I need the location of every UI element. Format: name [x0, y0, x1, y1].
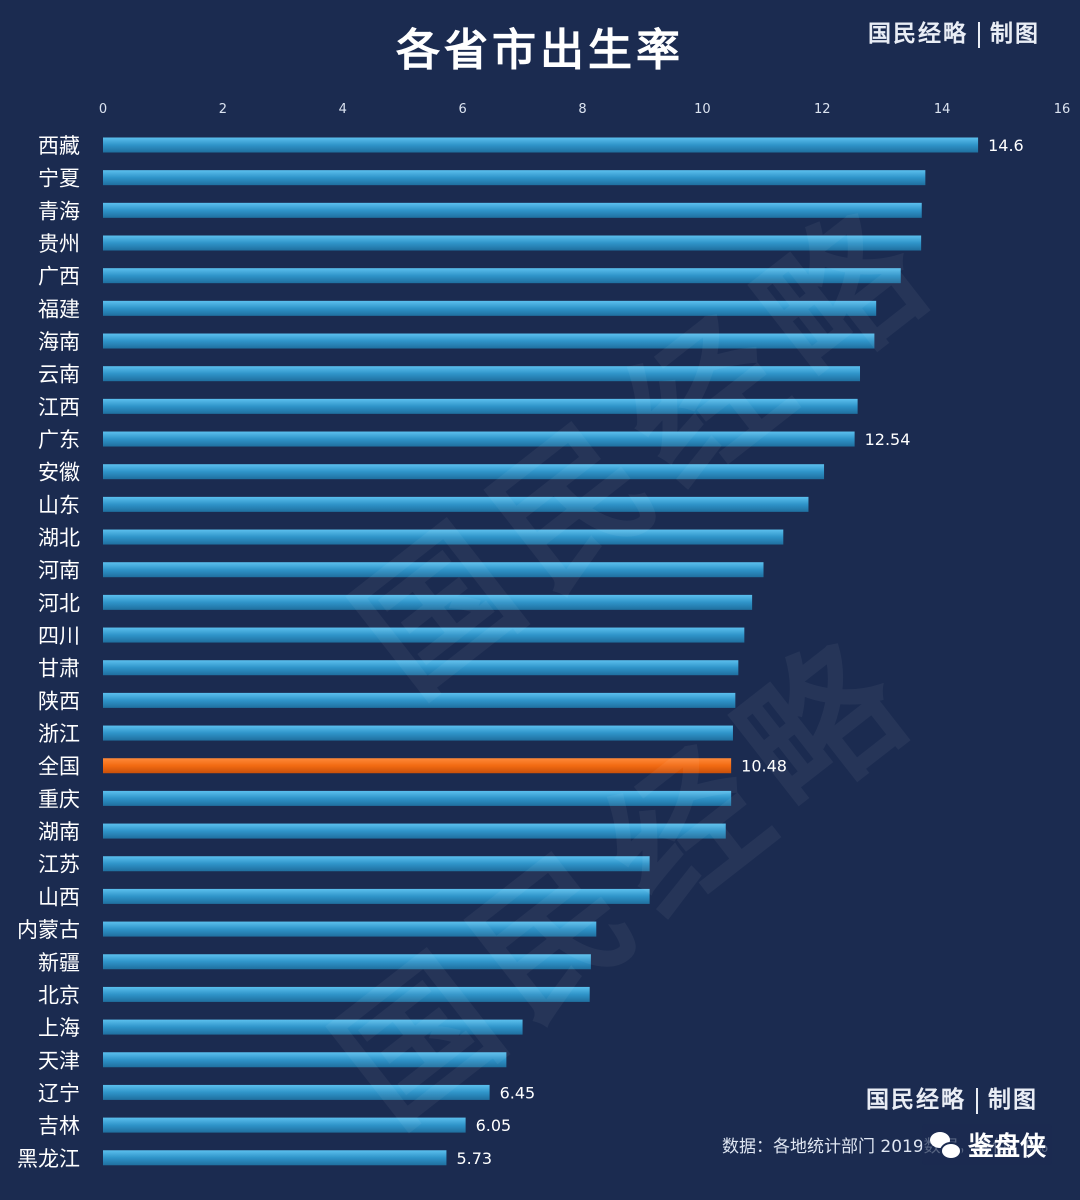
bar: [103, 398, 858, 414]
category-label: 湖北: [38, 526, 80, 550]
data-label: 10.48: [741, 757, 787, 776]
category-label: 宁夏: [38, 167, 80, 191]
chart-title: 各省市出生率: [396, 25, 684, 76]
bar: [103, 464, 825, 480]
x-tick-label: 14: [934, 102, 951, 117]
category-label: 全国: [38, 755, 80, 779]
category-label: 北京: [38, 983, 80, 1007]
category-label: 福建: [38, 297, 80, 321]
bar: [103, 366, 861, 382]
data-label: 6.45: [500, 1083, 536, 1102]
bar-highlight: [103, 758, 732, 774]
category-label: 四川: [38, 624, 80, 648]
category-label: 重庆: [38, 787, 80, 811]
category-label: 辽宁: [38, 1081, 80, 1105]
bar: [103, 888, 650, 904]
brand-suffix: 制图: [988, 1086, 1038, 1113]
bar: [103, 202, 922, 218]
bar: [103, 1117, 466, 1133]
category-label: 青海: [38, 199, 80, 223]
x-tick-label: 12: [814, 102, 831, 117]
x-tick-label: 6: [458, 102, 466, 117]
data-label: 5.73: [456, 1149, 492, 1168]
bar: [103, 300, 877, 316]
wechat-account: 鉴盘侠: [968, 1132, 1047, 1162]
brand-credit-bottom: 国民经略 制图: [866, 1080, 1038, 1114]
x-tick-label: 2: [219, 102, 227, 117]
category-label: 上海: [38, 1016, 80, 1040]
category-label: 甘肃: [38, 657, 80, 681]
bar: [103, 725, 733, 741]
category-label: 吉林: [38, 1114, 80, 1138]
category-label: 广西: [38, 265, 80, 289]
bar: [103, 1084, 490, 1100]
bar: [103, 823, 726, 839]
bar: [103, 660, 739, 676]
category-label: 天津: [38, 1049, 80, 1073]
brand-divider: [976, 1088, 978, 1114]
brand-divider: [978, 22, 980, 48]
bar: [103, 692, 736, 708]
category-label: 内蒙古: [17, 918, 80, 942]
bar: [103, 170, 926, 186]
category-label: 江西: [38, 395, 80, 419]
wechat-icon: [928, 1128, 962, 1162]
category-label: 安徽: [38, 461, 80, 485]
category-label: 贵州: [38, 232, 80, 256]
category-label: 新疆: [38, 951, 80, 975]
category-label: 云南: [38, 363, 80, 387]
bar: [103, 137, 979, 153]
category-label: 西藏: [38, 134, 80, 158]
bar: [103, 594, 753, 610]
category-label: 山西: [38, 885, 80, 909]
bar: [103, 954, 591, 970]
bar: [103, 986, 590, 1002]
bar: [103, 235, 922, 251]
data-label: 14.6: [988, 136, 1024, 155]
brand-name: 国民经略: [868, 20, 968, 47]
category-label: 山东: [38, 493, 80, 517]
bar: [103, 268, 901, 284]
bar: [103, 431, 855, 447]
x-tick-label: 0: [99, 102, 107, 117]
data-label: 6.05: [476, 1116, 512, 1135]
bar: [103, 627, 745, 643]
bar: [103, 333, 875, 349]
category-label: 陕西: [38, 689, 80, 713]
x-tick-label: 4: [339, 102, 347, 117]
category-label: 广东: [38, 428, 80, 452]
category-label: 湖南: [38, 820, 80, 844]
bar: [103, 1052, 507, 1068]
bar: [103, 529, 784, 545]
x-tick-label: 8: [578, 102, 586, 117]
bar: [103, 1019, 523, 1035]
bar: [103, 496, 809, 512]
brand-suffix: 制图: [990, 20, 1040, 47]
x-tick-label: 10: [694, 102, 711, 117]
category-label: 河北: [38, 591, 80, 615]
category-label: 浙江: [38, 722, 80, 746]
category-label: 江苏: [38, 853, 80, 877]
category-label: 河南: [38, 559, 80, 583]
brand-name: 国民经略: [866, 1086, 966, 1113]
category-label: 黑龙江: [17, 1147, 80, 1171]
bar: [103, 1150, 447, 1166]
category-label: 海南: [38, 330, 80, 354]
brand-credit-top: 国民经略 制图: [868, 14, 1040, 48]
bar: [103, 562, 764, 578]
x-tick-label: 16: [1054, 102, 1071, 117]
bar: [103, 856, 650, 872]
bar: [103, 921, 597, 937]
wechat-badge: 鉴盘侠: [922, 1124, 1053, 1165]
bar: [103, 790, 732, 806]
data-label: 12.54: [865, 430, 911, 449]
